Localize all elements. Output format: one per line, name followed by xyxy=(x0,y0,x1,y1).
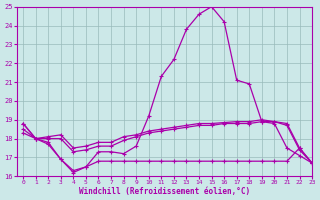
X-axis label: Windchill (Refroidissement éolien,°C): Windchill (Refroidissement éolien,°C) xyxy=(79,187,250,196)
